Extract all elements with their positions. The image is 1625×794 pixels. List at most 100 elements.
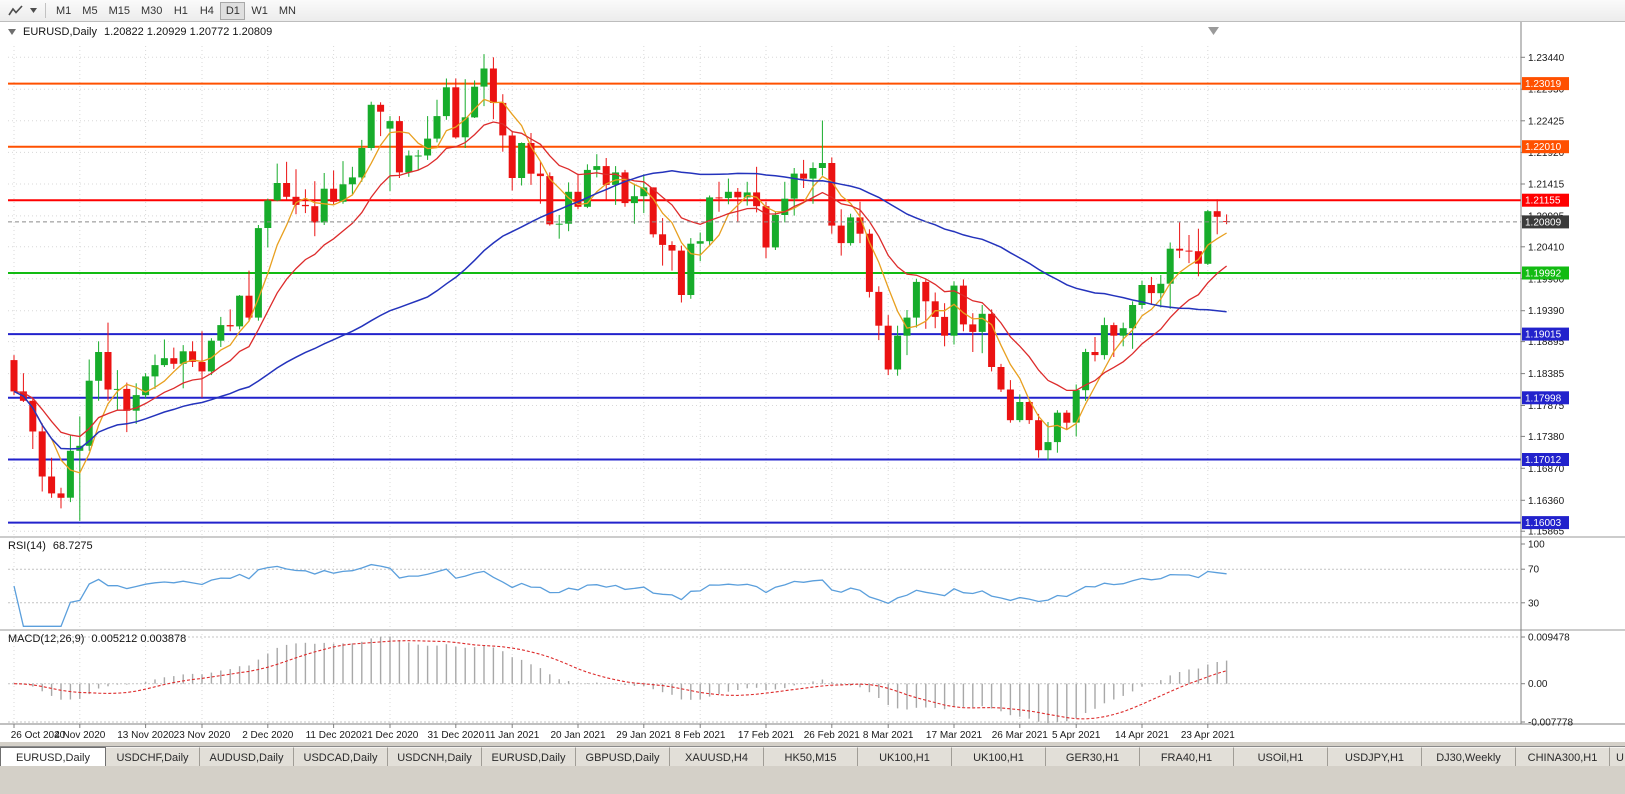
chart-tab-usdcnh-daily[interactable]: USDCNH,Daily <box>388 747 482 767</box>
timeframe-button-h4[interactable]: H4 <box>199 4 214 17</box>
timeframe-button-m15[interactable]: M15 <box>108 4 130 17</box>
candle <box>602 166 610 185</box>
candle <box>828 163 836 226</box>
axis-badges: 1.23019 1.22010 1.21155 1.19992 1.19015 … <box>1522 77 1569 530</box>
hline-badge <box>1522 516 1569 530</box>
date-tick-label: 26 Feb 2021 <box>804 730 861 741</box>
chart-tab-u[interactable]: U <box>1610 747 1625 767</box>
candle <box>142 376 150 396</box>
svg-text:1.23019: 1.23019 <box>1525 79 1562 90</box>
candle <box>687 243 695 295</box>
horizontal-gridlines <box>8 56 1521 532</box>
pane-separators[interactable] <box>0 536 1625 725</box>
candle <box>621 172 629 204</box>
macd-signal-line <box>13 640 1227 720</box>
timeframe-button-m5[interactable]: M5 <box>82 4 98 17</box>
candle <box>781 198 789 215</box>
chart-window[interactable]: 1.23440 1.22930 1.22425 1.21920 1.21415 … <box>0 22 1625 742</box>
candle <box>659 234 667 245</box>
candle <box>85 380 93 446</box>
candle <box>612 172 620 185</box>
candle <box>1185 250 1193 252</box>
chart-tab-uk100-h1[interactable]: UK100,H1 <box>952 747 1046 767</box>
date-tick-label: 8 Mar 2021 <box>863 730 914 741</box>
moving-averages <box>13 98 1228 474</box>
candle <box>292 196 300 205</box>
candle <box>856 217 864 234</box>
date-tick-label: 31 Dec 2020 <box>427 730 484 741</box>
price-tick-label: 1.22425 <box>1528 116 1565 127</box>
candle <box>1006 389 1014 421</box>
chart-tab-eurusd-daily[interactable]: EURUSD,Daily <box>482 747 576 767</box>
candle <box>1204 211 1212 264</box>
timeframe-button-m30[interactable]: M30 <box>140 4 163 17</box>
chart-tab-usdjpy-h1[interactable]: USDJPY,H1 <box>1328 747 1422 767</box>
timeframe-button-h1[interactable]: H1 <box>173 4 188 17</box>
price-tick-label: 1.21920 <box>1528 148 1565 159</box>
candle <box>753 192 761 207</box>
date-tick-label: 2 Dec 2020 <box>242 730 294 741</box>
candle <box>715 197 723 199</box>
timeframe-button-m1[interactable]: M1 <box>56 4 72 17</box>
candle <box>696 241 704 244</box>
chart-type-dropdown-caret-icon[interactable] <box>27 2 40 20</box>
candle <box>734 191 742 198</box>
chart-tab-eurusd-daily[interactable]: EURUSD,Daily <box>0 747 106 767</box>
candle <box>1129 305 1137 329</box>
chart-type-icon[interactable] <box>5 2 27 20</box>
candle <box>48 476 56 494</box>
macd-axis[interactable]: 0.009478 0.00 -0.007778 <box>1521 633 1573 729</box>
candle <box>189 351 197 362</box>
timeframe-button-d1[interactable]: D1 <box>220 1 246 20</box>
chart-tab-usdchf-daily[interactable]: USDCHF,Daily <box>106 747 200 767</box>
one-click-trading-caret-icon[interactable] <box>8 29 16 35</box>
chart-tab-usoil-h1[interactable]: USOil,H1 <box>1234 747 1328 767</box>
chart-shift-marker-icon[interactable] <box>1208 27 1219 35</box>
price-tick-label: 1.23440 <box>1528 53 1565 64</box>
chart-tab-audusd-daily[interactable]: AUDUSD,Daily <box>200 747 294 767</box>
candle <box>546 176 554 225</box>
chart-tab-dj30-weekly[interactable]: DJ30,Weekly <box>1422 747 1516 767</box>
candle <box>245 295 253 318</box>
candle <box>395 121 403 173</box>
date-tick-label: 17 Feb 2021 <box>738 730 795 741</box>
chart-tab-ger30-h1[interactable]: GER30,H1 <box>1046 747 1140 767</box>
candle <box>771 214 779 248</box>
candle <box>847 217 855 244</box>
chart-canvas[interactable]: 1.23440 1.22930 1.22425 1.21920 1.21415 … <box>0 22 1625 742</box>
timeframe-button-w1[interactable]: W1 <box>251 4 268 17</box>
chart-tab-xauusd-h4[interactable]: XAUUSD,H4 <box>670 747 764 767</box>
svg-text:1.20809: 1.20809 <box>1525 217 1562 228</box>
chart-tab-usdcad-daily[interactable]: USDCAD,Daily <box>294 747 388 767</box>
candle <box>38 431 46 477</box>
price-tick-label: 1.17380 <box>1528 432 1565 443</box>
ma-mid-line <box>13 121 1228 438</box>
date-tick-label: 26 Oct 2020 <box>11 730 66 741</box>
timeframe-button-mn[interactable]: MN <box>278 4 296 17</box>
price-tick-label: 1.18895 <box>1528 337 1565 348</box>
candle <box>113 388 121 390</box>
rsi-axis[interactable]: 100 70 30 <box>1521 540 1545 610</box>
candle <box>884 325 892 370</box>
candle <box>179 351 187 364</box>
candle <box>668 245 676 251</box>
candle <box>489 68 497 103</box>
candle <box>254 228 262 318</box>
chart-tab-hk50-m15[interactable]: HK50,M15 <box>764 747 858 767</box>
macd-tick-label: -0.007778 <box>1528 718 1573 729</box>
chart-tab-china300-h1[interactable]: CHINA300,H1 <box>1516 747 1610 767</box>
candle <box>104 352 112 390</box>
candle <box>865 233 873 292</box>
candle <box>922 281 930 302</box>
chart-tab-uk100-h1[interactable]: UK100,H1 <box>858 747 952 767</box>
chart-tab-fra40-h1[interactable]: FRA40,H1 <box>1140 747 1234 767</box>
candle <box>1147 285 1155 294</box>
candle <box>1035 420 1043 451</box>
candle <box>1091 352 1099 356</box>
date-tick-label: 23 Nov 2020 <box>174 730 231 741</box>
date-axis[interactable]: 26 Oct 2020 4 Nov 2020 13 Nov 2020 23 No… <box>11 724 1235 741</box>
hline-badge <box>1522 391 1569 405</box>
bottom-strip <box>0 766 1625 794</box>
price-tick-label: 1.18385 <box>1528 369 1565 380</box>
chart-tab-gbpusd-daily[interactable]: GBPUSD,Daily <box>576 747 670 767</box>
